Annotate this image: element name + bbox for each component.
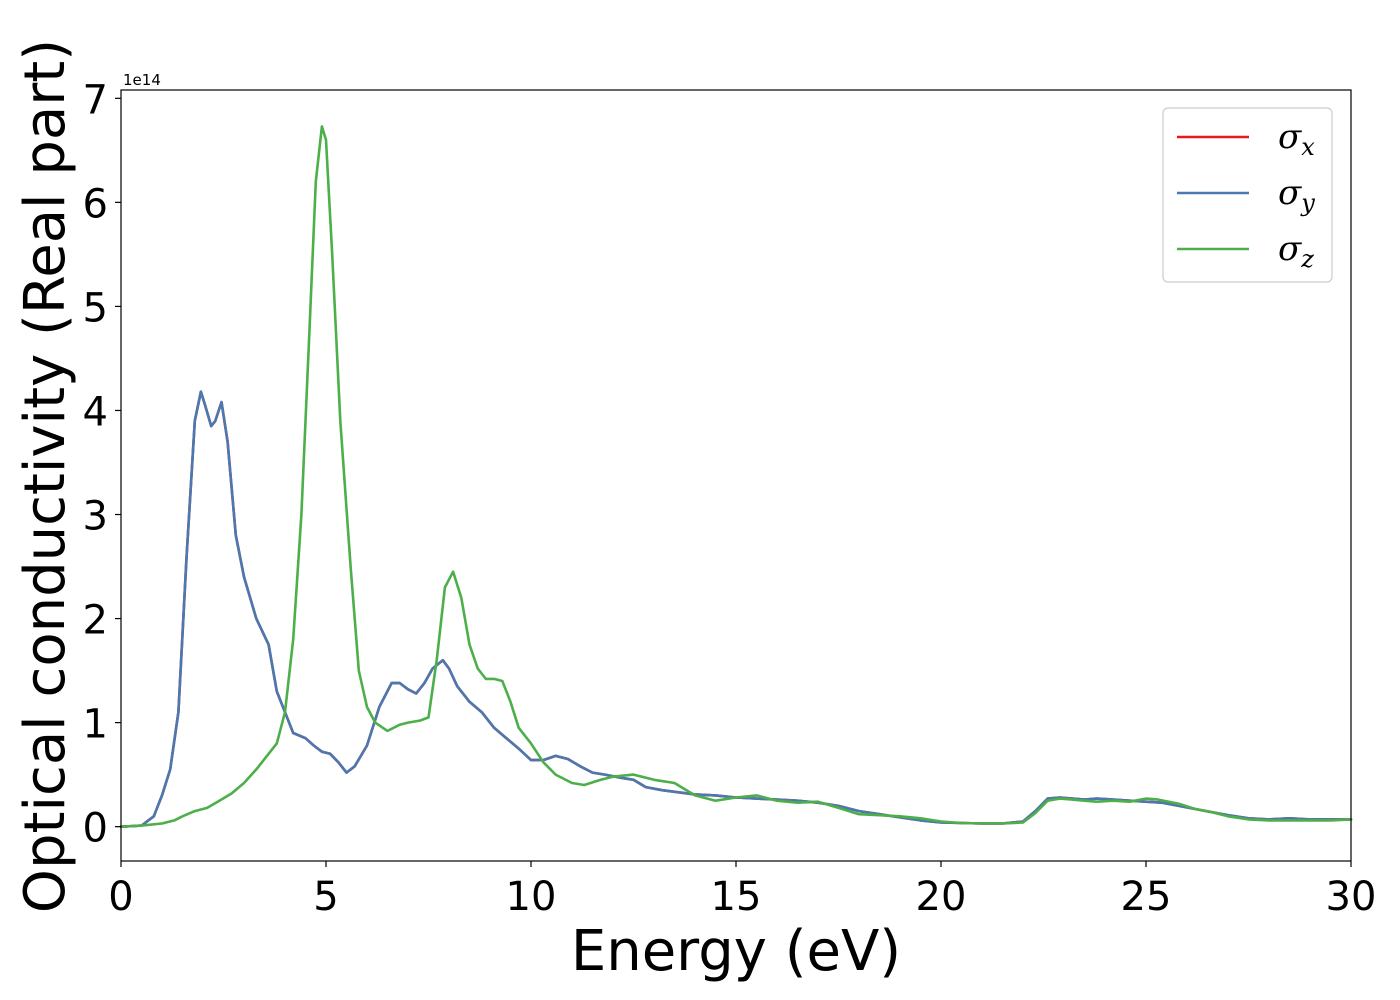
x-tick-label: 15 [711, 874, 762, 920]
y-tick-label: 2 [83, 598, 108, 644]
series-line-z [119, 125, 1353, 829]
y-tick-label: 5 [83, 285, 108, 331]
y-tick-label: 4 [83, 389, 108, 435]
series-layer [119, 125, 1353, 829]
x-tick-label: 5 [313, 874, 338, 920]
y-tick-label: 7 [83, 77, 108, 123]
y-tick-label: 1 [83, 702, 108, 748]
legend-box [1162, 107, 1333, 283]
x-tick-label: 25 [1121, 874, 1172, 920]
y-tick-label: 0 [83, 806, 108, 852]
x-tick-label: 20 [916, 874, 967, 920]
y-axis: 0 1 2 3 4 5 6 7 [83, 77, 121, 852]
y-offset-label: 1e14 [123, 71, 161, 89]
legend: σx σy σz [1162, 107, 1333, 283]
y-tick-label: 3 [83, 494, 108, 540]
x-axis: 0 5 10 15 20 25 30 [108, 861, 1376, 920]
legend-label-y: σy [1278, 173, 1315, 217]
y-tick-label: 6 [83, 181, 108, 227]
x-axis-title: Energy (eV) [571, 919, 901, 984]
x-tick-label: 30 [1326, 874, 1377, 920]
y-axis-title: Optical conductivity (Real part) [13, 39, 78, 913]
legend-label-z: σz [1278, 229, 1314, 273]
x-tick-label: 10 [506, 874, 557, 920]
x-tick-label: 0 [108, 874, 133, 920]
legend-label-x: σx [1278, 117, 1315, 161]
